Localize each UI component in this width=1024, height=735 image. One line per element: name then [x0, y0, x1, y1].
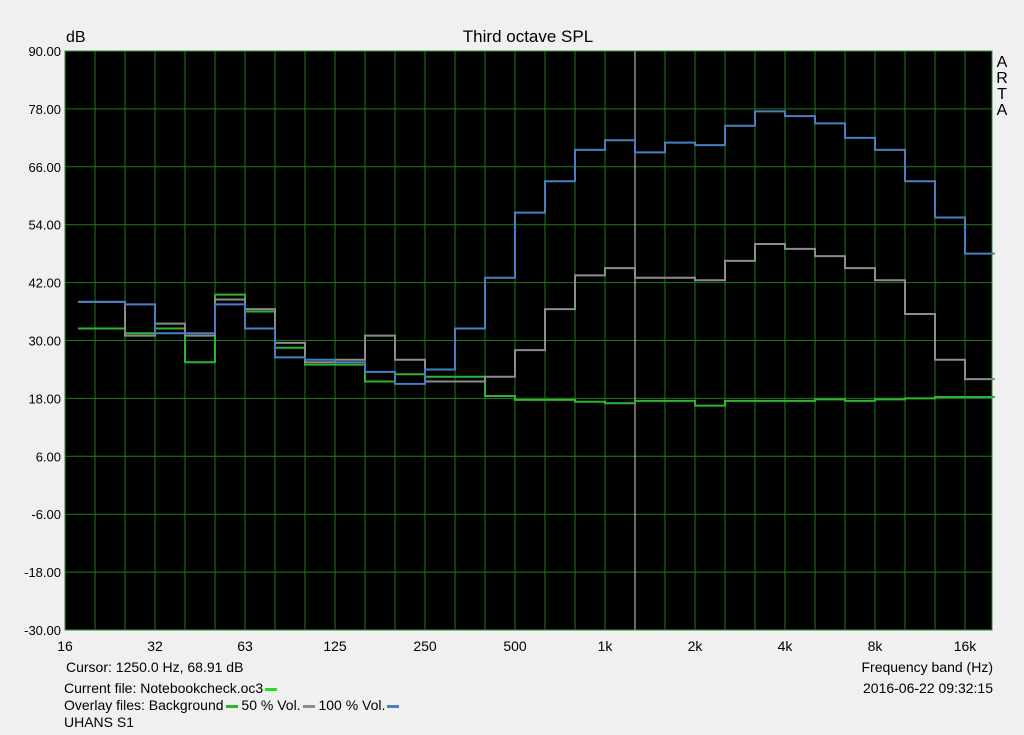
overlay-100-label: 100 % Vol. [318, 697, 386, 713]
y-tick-label: 18.00 [28, 391, 61, 406]
x-tick-label: 250 [413, 638, 437, 654]
device-name: UHANS S1 [64, 714, 135, 730]
y-tick-label: 66.00 [28, 160, 61, 175]
y-tick-label: 30.00 [28, 334, 61, 349]
vol100-swatch [387, 704, 400, 708]
y-tick-label: -6.00 [31, 507, 61, 522]
x-tick-label: 1k [598, 638, 614, 654]
x-tick-label: 125 [323, 638, 347, 654]
overlay-files-line: Overlay files: Background 50 % Vol. 100 … [64, 697, 400, 713]
y-tick-label: -18.00 [24, 565, 61, 580]
x-tick-label: 63 [237, 638, 253, 654]
side-label-char: R [996, 70, 1008, 87]
series-line [78, 110, 995, 385]
current-file-swatch [265, 687, 278, 691]
y-tick-label: -30.00 [24, 623, 61, 638]
current-file-line: Current file: Notebookcheck.oc3 [64, 680, 278, 696]
x-tick-label: 16 [57, 638, 73, 654]
series-line [78, 293, 995, 407]
y-tick-label: 78.00 [28, 102, 61, 117]
background-swatch [225, 704, 238, 708]
vol50-swatch [302, 704, 315, 708]
y-tick-label: 90.00 [28, 44, 61, 59]
x-tick-label: 8k [868, 638, 884, 654]
plot-border [64, 50, 993, 631]
y-tick-label: 42.00 [28, 276, 61, 291]
series-line [78, 243, 995, 383]
overlay-50-label: 50 % Vol. [241, 697, 301, 713]
x-tick-label: 2k [688, 638, 704, 654]
chart-title: Third octave SPL [463, 27, 593, 46]
side-label-char: T [997, 86, 1007, 103]
current-file-text: Current file: Notebookcheck.oc3 [64, 680, 264, 696]
y-tick-labels: 90.00 78.00 66.00 54.00 42.00 30.00 18.00 6.00 -… [24, 44, 61, 638]
x-tick-label: 32 [147, 638, 163, 654]
spl-chart: 90.00 78.00 66.00 54.00 42.00 30.00 18.00 6.00 -… [24, 27, 1008, 654]
y-tick-label: 54.00 [28, 218, 61, 233]
y-axis-unit-label: dB [66, 29, 86, 46]
x-tick-label: 500 [503, 638, 527, 654]
x-axis-label: Frequency band (Hz) [861, 659, 993, 675]
side-label-char: A [997, 102, 1008, 119]
x-tick-labels: 16 32 63 125 250 500 1k 2k 4k 8k 16k [57, 638, 977, 654]
series-layer [78, 110, 995, 407]
date-stamp: 2016-06-22 09:32:15 [863, 680, 993, 696]
x-tick-label: 4k [778, 638, 794, 654]
overlay-background-label: Overlay files: Background [64, 697, 224, 713]
cursor-readout: Cursor: 1250.0 Hz, 68.91 dB [66, 659, 244, 675]
x-tick-label: 16k [954, 638, 978, 654]
side-label-char: A [997, 54, 1008, 71]
y-tick-label: 6.00 [36, 449, 61, 464]
